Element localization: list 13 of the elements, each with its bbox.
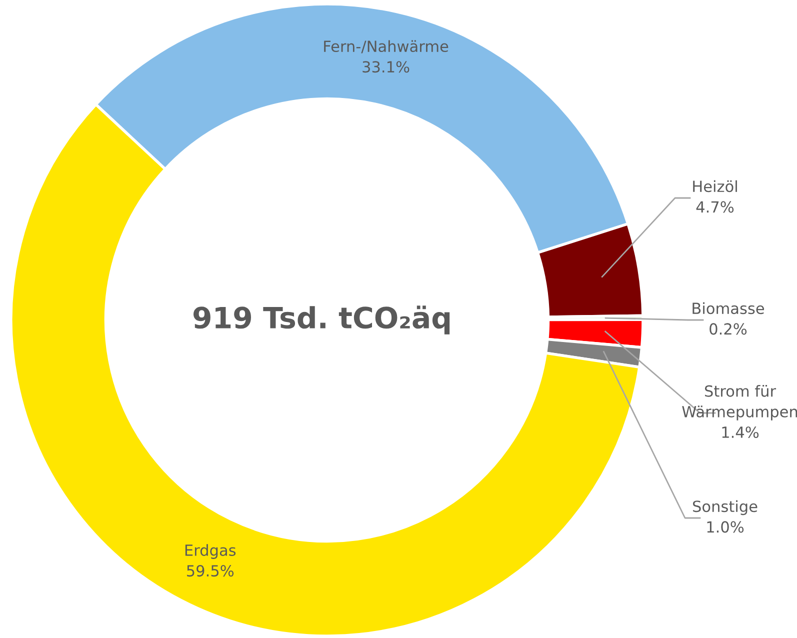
slice-label: Erdgas xyxy=(185,544,236,559)
data-label: 33.1% xyxy=(362,61,410,73)
text: 919 Tsd. tCO₂äq xyxy=(194,306,450,334)
slice-label: Biomasse xyxy=(692,302,764,314)
data-label: 4.7% xyxy=(696,201,734,213)
slice-label: Fern-/Nahwärme xyxy=(324,40,448,54)
data-label: 0.2% xyxy=(710,323,747,335)
slice-label: Strom für Wärmepumpen xyxy=(682,385,797,420)
slice-label: Sonstige xyxy=(692,500,758,516)
slice-label: Heizöl xyxy=(693,180,737,192)
data-label: 59.5% xyxy=(187,565,234,577)
data-label: 1.0% xyxy=(707,521,744,533)
data-label: 1.4% xyxy=(722,426,759,438)
